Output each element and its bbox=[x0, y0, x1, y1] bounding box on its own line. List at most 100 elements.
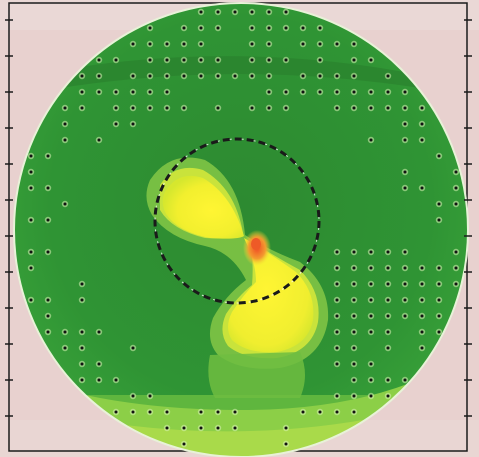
grid-dot bbox=[80, 74, 84, 78]
upper-lobe bbox=[162, 175, 244, 239]
grid-dot bbox=[63, 138, 67, 142]
grid-dot bbox=[250, 58, 254, 62]
grid-dot bbox=[420, 186, 424, 190]
grid-dot bbox=[165, 90, 169, 94]
grid-dot bbox=[369, 106, 373, 110]
grid-dot bbox=[46, 186, 50, 190]
grid-dot bbox=[335, 394, 339, 398]
grid-dot bbox=[182, 106, 186, 110]
grid-dot bbox=[63, 106, 67, 110]
dot-grid-icon bbox=[27, 8, 460, 448]
grid-dot bbox=[454, 170, 458, 174]
grid-dot bbox=[233, 74, 237, 78]
grid-dot bbox=[403, 298, 407, 302]
grid-dot bbox=[352, 42, 356, 46]
grid-dot bbox=[46, 330, 50, 334]
grid-dot bbox=[63, 330, 67, 334]
grid-dot bbox=[131, 394, 135, 398]
grid-dot bbox=[114, 58, 118, 62]
grid-dot bbox=[318, 26, 322, 30]
grid-dot bbox=[199, 74, 203, 78]
grid-dot bbox=[46, 154, 50, 158]
grid-dot bbox=[403, 186, 407, 190]
grid-dot bbox=[420, 314, 424, 318]
grid-dot bbox=[335, 298, 339, 302]
disc-outline bbox=[13, 2, 469, 457]
grid-dot bbox=[284, 26, 288, 30]
grid-dot bbox=[216, 426, 220, 430]
grid-dot bbox=[80, 330, 84, 334]
grid-dot bbox=[131, 106, 135, 110]
grid-dot bbox=[335, 90, 339, 94]
grid-dot bbox=[148, 90, 152, 94]
grid-dot bbox=[267, 58, 271, 62]
grid-dot bbox=[386, 106, 390, 110]
grid-dot bbox=[403, 266, 407, 270]
grid-dot bbox=[386, 298, 390, 302]
grid-dot bbox=[352, 330, 356, 334]
grid-dot bbox=[216, 26, 220, 30]
grid-dot bbox=[369, 58, 373, 62]
grid-dot bbox=[80, 282, 84, 286]
grid-dot bbox=[403, 378, 407, 382]
grid-dot bbox=[63, 202, 67, 206]
grid-dot bbox=[250, 42, 254, 46]
grid-dot bbox=[182, 74, 186, 78]
grid-dot bbox=[114, 378, 118, 382]
grid-dot bbox=[352, 394, 356, 398]
grid-dot bbox=[284, 58, 288, 62]
grid-dot bbox=[386, 394, 390, 398]
grid-dot bbox=[369, 330, 373, 334]
grid-dot bbox=[403, 282, 407, 286]
grid-dot bbox=[46, 250, 50, 254]
grid-dot bbox=[437, 330, 441, 334]
frame-ticks bbox=[5, 19, 472, 417]
grid-dot bbox=[369, 282, 373, 286]
grid-dot bbox=[131, 42, 135, 46]
grid-dot bbox=[335, 410, 339, 414]
grid-dot bbox=[199, 10, 203, 14]
grid-dot bbox=[352, 90, 356, 94]
grid-dot bbox=[352, 106, 356, 110]
grid-dot bbox=[250, 10, 254, 14]
grid-dot bbox=[80, 378, 84, 382]
grid-dot bbox=[369, 90, 373, 94]
grid-dot bbox=[335, 106, 339, 110]
grid-dot bbox=[267, 10, 271, 14]
grid-dot bbox=[216, 106, 220, 110]
grid-dot bbox=[148, 410, 152, 414]
grid-dot bbox=[301, 410, 305, 414]
grid-dot bbox=[454, 250, 458, 254]
grid-dot bbox=[80, 90, 84, 94]
grid-dot bbox=[250, 26, 254, 30]
grid-dot bbox=[437, 154, 441, 158]
grid-dot bbox=[369, 394, 373, 398]
grid-dot bbox=[318, 42, 322, 46]
grid-dot bbox=[437, 218, 441, 222]
grid-dot bbox=[403, 314, 407, 318]
grid-dot bbox=[29, 170, 33, 174]
grid-dot bbox=[369, 298, 373, 302]
grid-dot bbox=[80, 298, 84, 302]
grid-dot bbox=[386, 346, 390, 350]
grid-dot bbox=[29, 266, 33, 270]
grid-dot bbox=[403, 170, 407, 174]
grid-dot bbox=[165, 58, 169, 62]
grid-dot bbox=[335, 42, 339, 46]
grid-dot bbox=[131, 90, 135, 94]
grid-dot bbox=[301, 42, 305, 46]
grid-dot bbox=[29, 298, 33, 302]
grid-dot bbox=[335, 362, 339, 366]
grid-dot bbox=[267, 26, 271, 30]
grid-dot bbox=[216, 74, 220, 78]
grid-dot bbox=[165, 42, 169, 46]
grid-dot bbox=[114, 106, 118, 110]
grid-dot bbox=[97, 58, 101, 62]
grid-dot bbox=[165, 410, 169, 414]
grid-dot bbox=[46, 298, 50, 302]
grid-dot bbox=[233, 426, 237, 430]
grid-dot bbox=[335, 74, 339, 78]
grid-dot bbox=[420, 346, 424, 350]
grid-dot bbox=[318, 58, 322, 62]
grid-dot bbox=[80, 106, 84, 110]
